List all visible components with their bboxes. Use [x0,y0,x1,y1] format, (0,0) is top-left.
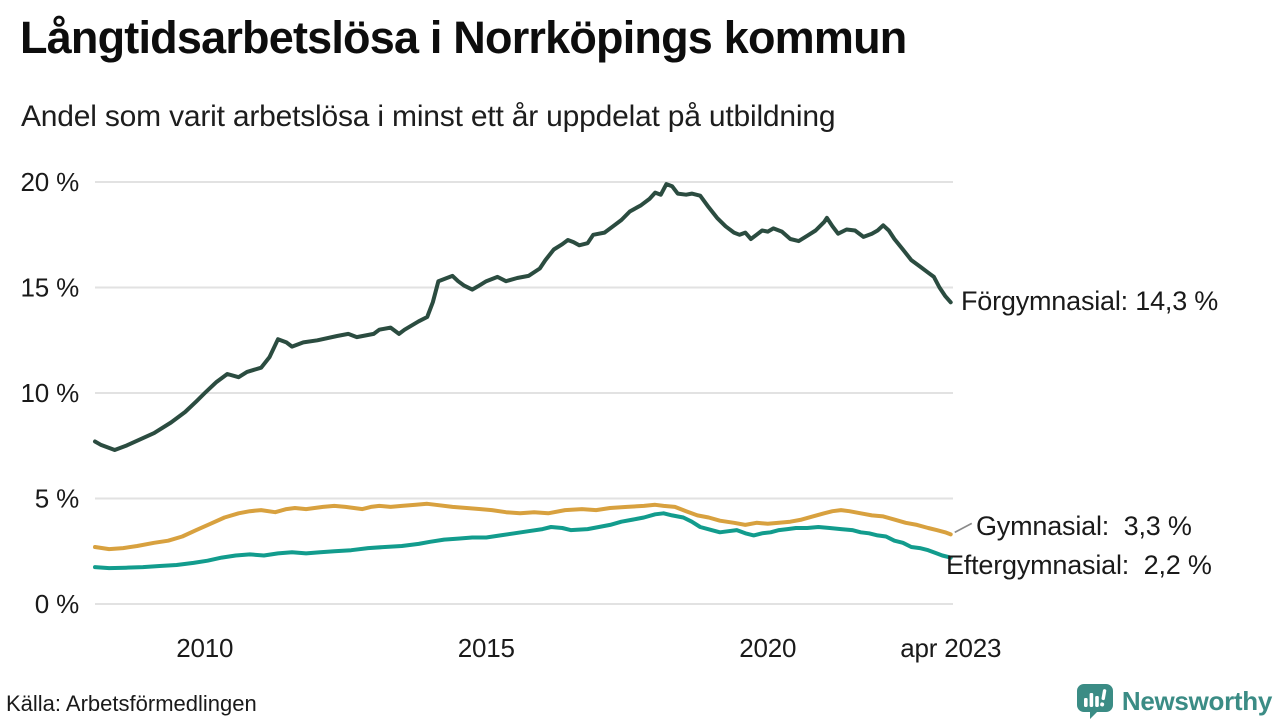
label-connector-gymnasial [954,522,973,534]
y-tick-label-5: 5 % [35,484,79,514]
source-note: Källa: Arbetsförmedlingen [6,691,257,716]
logo-bar-3 [1095,696,1099,707]
series-end-label-eftergymnasial: Eftergymnasial: 2,2 % [946,550,1212,580]
logo-bar-2 [1089,693,1094,707]
logo-bubble-shape [1076,684,1113,719]
chart-title: Långtidsarbetslösa i Norrköpings kommun [20,12,907,63]
series-line-eftergymnasial [93,511,953,571]
chart-subtitle: Andel som varit arbetslösa i minst ett å… [21,100,836,133]
logo-exclamation [1100,689,1107,707]
logo-bar-1 [1083,698,1088,707]
x-tick-label-2010: 2010 [176,633,233,663]
newsworthy-logo-icon [1076,684,1113,719]
x-tick-label-2015: 2015 [458,633,515,663]
series-end-label-forgymnasial: Förgymnasial: 14,3 % [961,286,1219,316]
y-tick-label-0: 0 % [35,589,79,619]
newsworthy-logo-text: Newsworthy [1121,685,1272,716]
y-tick-label-10: 10 % [21,378,80,408]
x-tick-label-apr-2023: apr 2023 [900,633,1001,663]
series-line-gymnasial [93,501,953,552]
series-line-forgymnasial [93,182,953,452]
series-end-label-gymnasial: Gymnasial: 3,3 % [976,511,1192,541]
newsworthy-logo: Newsworthy [1076,683,1272,719]
y-tick-label-20: 20 % [21,167,80,197]
x-tick-label-2020: 2020 [739,633,796,663]
y-tick-label-15: 15 % [21,273,80,303]
